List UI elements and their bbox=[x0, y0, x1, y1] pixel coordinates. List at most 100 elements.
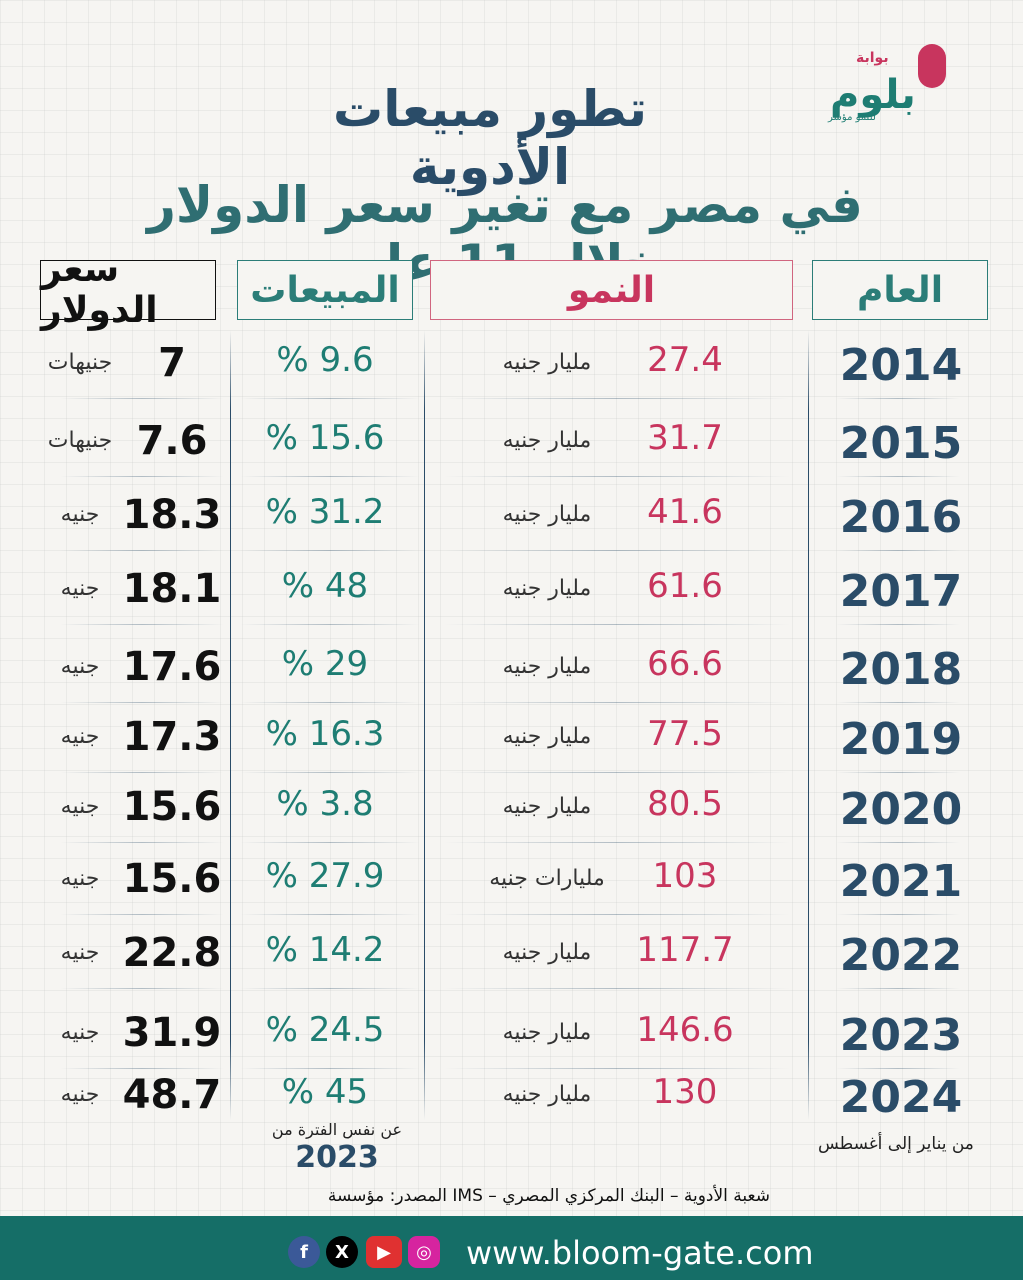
row-separator bbox=[836, 988, 960, 989]
year-cell: 2018 bbox=[839, 644, 963, 695]
growth-unit: مليار جنيه bbox=[502, 502, 592, 527]
header-sales: المبيعات bbox=[237, 260, 413, 320]
row-separator bbox=[836, 914, 960, 915]
row-separator bbox=[240, 476, 420, 477]
year-cell: 2019 bbox=[839, 714, 963, 765]
usd-value: 7.6 bbox=[136, 418, 208, 464]
row-separator bbox=[444, 476, 790, 477]
column-divider bbox=[424, 330, 425, 1120]
usd-unit: جنيه bbox=[60, 654, 100, 679]
sales-value: % 45 bbox=[281, 1072, 369, 1112]
growth-value: 130 bbox=[652, 1072, 718, 1112]
row-separator bbox=[60, 398, 224, 399]
note-sales-2024: عن نفس الفترة من bbox=[271, 1120, 403, 1139]
growth-value: 27.4 bbox=[647, 340, 723, 380]
website-link[interactable]: www.bloom-gate.com bbox=[466, 1234, 814, 1272]
column-divider bbox=[808, 330, 809, 1120]
usd-value: 7 bbox=[158, 340, 186, 386]
usd-unit: جنيه bbox=[60, 576, 100, 601]
usd-value: 17.3 bbox=[122, 714, 222, 760]
usd-unit: جنيه bbox=[60, 940, 100, 965]
growth-value: 41.6 bbox=[647, 492, 723, 532]
row-separator bbox=[60, 550, 224, 551]
growth-value: 146.6 bbox=[636, 1010, 734, 1050]
usd-value: 15.6 bbox=[122, 856, 222, 902]
sales-value: % 3.8 bbox=[276, 784, 374, 824]
x-icon[interactable]: X bbox=[326, 1236, 358, 1268]
usd-value: 22.8 bbox=[122, 930, 222, 976]
usd-value: 31.9 bbox=[122, 1010, 222, 1056]
header-year: العام bbox=[812, 260, 988, 320]
usd-unit: جنيه bbox=[60, 866, 100, 891]
row-separator bbox=[60, 914, 224, 915]
sales-value: % 24.5 bbox=[265, 1010, 385, 1050]
page-title: تطور مبيعات الأدوية bbox=[332, 80, 648, 196]
row-separator bbox=[240, 914, 420, 915]
note-sales-2024-year: 2023 bbox=[295, 1140, 379, 1175]
growth-value: 80.5 bbox=[647, 784, 723, 824]
growth-unit: مليار جنيه bbox=[502, 654, 592, 679]
usd-unit: جنيه bbox=[60, 724, 100, 749]
year-cell: 2017 bbox=[839, 566, 963, 617]
row-separator bbox=[444, 1068, 790, 1069]
growth-value: 66.6 bbox=[647, 644, 723, 684]
row-separator bbox=[240, 624, 420, 625]
growth-value: 31.7 bbox=[647, 418, 723, 458]
note-year-2024: من يناير إلى أغسطس bbox=[818, 1134, 974, 1154]
growth-unit: مليار جنيه bbox=[502, 350, 592, 375]
row-separator bbox=[444, 988, 790, 989]
row-separator bbox=[444, 624, 790, 625]
sales-value: % 14.2 bbox=[265, 930, 385, 970]
sales-value: % 27.9 bbox=[265, 856, 385, 896]
row-separator bbox=[836, 476, 960, 477]
year-cell: 2021 bbox=[839, 856, 963, 907]
year-cell: 2016 bbox=[839, 492, 963, 543]
row-separator bbox=[836, 398, 960, 399]
usd-unit: جنيه bbox=[60, 1082, 100, 1107]
usd-unit: جنيه bbox=[60, 502, 100, 527]
instagram-icon[interactable]: ◎ bbox=[408, 1236, 440, 1268]
row-separator bbox=[60, 624, 224, 625]
growth-unit: مليار جنيه bbox=[502, 1020, 592, 1045]
row-separator bbox=[240, 988, 420, 989]
row-separator bbox=[836, 702, 960, 703]
row-separator bbox=[240, 842, 420, 843]
row-separator bbox=[444, 398, 790, 399]
year-cell: 2020 bbox=[839, 784, 963, 835]
year-cell: 2015 bbox=[839, 418, 963, 469]
logo-sub-text: للنمو مؤشر bbox=[828, 112, 876, 123]
usd-value: 17.6 bbox=[122, 644, 222, 690]
row-separator bbox=[240, 1068, 420, 1069]
usd-value: 18.3 bbox=[122, 492, 222, 538]
row-separator bbox=[444, 550, 790, 551]
sales-value: % 15.6 bbox=[265, 418, 385, 458]
sales-value: % 29 bbox=[281, 644, 369, 684]
usd-unit: جنيهات bbox=[47, 350, 113, 375]
usd-value: 15.6 bbox=[122, 784, 222, 830]
row-separator bbox=[444, 914, 790, 915]
row-separator bbox=[836, 772, 960, 773]
logo-small-text: بوابة bbox=[856, 50, 889, 66]
usd-value: 18.1 bbox=[122, 566, 222, 612]
growth-unit: مليارات جنيه bbox=[489, 866, 605, 891]
growth-unit: مليار جنيه bbox=[502, 576, 592, 601]
usd-unit: جنيه bbox=[60, 1020, 100, 1045]
row-separator bbox=[60, 842, 224, 843]
row-separator bbox=[444, 842, 790, 843]
sales-value: % 16.3 bbox=[265, 714, 385, 754]
youtube-icon[interactable]: ▶ bbox=[366, 1236, 402, 1268]
microphone-icon bbox=[918, 44, 946, 88]
row-separator bbox=[60, 1068, 224, 1069]
facebook-icon[interactable]: f bbox=[288, 1236, 320, 1268]
row-separator bbox=[240, 550, 420, 551]
row-separator bbox=[60, 702, 224, 703]
growth-unit: مليار جنيه bbox=[502, 1082, 592, 1107]
source-text: المصدر: مؤسسة IMS – شعبة الأدوية – البنك… bbox=[327, 1186, 770, 1206]
header-growth: النمو bbox=[430, 260, 793, 320]
row-separator bbox=[60, 988, 224, 989]
growth-unit: مليار جنيه bbox=[502, 940, 592, 965]
growth-value: 61.6 bbox=[647, 566, 723, 606]
row-separator bbox=[444, 772, 790, 773]
year-cell: 2023 bbox=[839, 1010, 963, 1061]
row-separator bbox=[836, 624, 960, 625]
